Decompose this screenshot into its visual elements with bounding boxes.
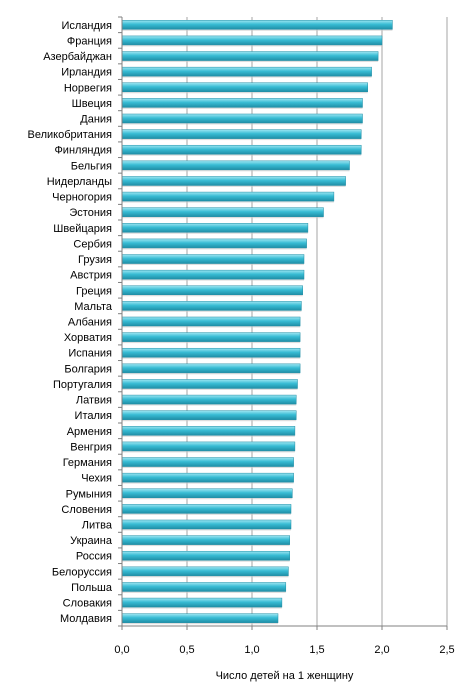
bar — [121, 129, 362, 139]
category-label: Чехия — [81, 473, 112, 485]
category-label: Словения — [61, 504, 112, 516]
bar — [121, 597, 283, 608]
bar — [121, 379, 298, 389]
bar — [121, 426, 296, 436]
category-label: Греция — [76, 285, 112, 297]
category-label: Австрия — [70, 270, 112, 282]
bar — [121, 223, 309, 233]
bar — [121, 285, 303, 296]
x-tick-label: 1,5 — [309, 644, 324, 656]
bar — [121, 144, 362, 155]
category-label: Азербайджан — [43, 51, 112, 63]
bar — [121, 176, 346, 186]
bar — [121, 613, 279, 623]
category-label: Армения — [67, 426, 112, 438]
bar — [121, 363, 301, 374]
bar — [121, 410, 297, 420]
category-label: Польша — [71, 582, 113, 594]
category-label: Украина — [70, 535, 113, 547]
category-label: Латвия — [76, 395, 112, 407]
bar — [121, 472, 294, 483]
bar — [121, 488, 293, 499]
bar — [121, 254, 305, 264]
category-label: Франция — [67, 35, 112, 47]
category-label: Болгария — [64, 363, 112, 375]
category-label: Португалия — [53, 379, 112, 391]
bar — [121, 394, 297, 405]
x-tick-label: 2,0 — [374, 644, 389, 656]
category-label: Грузия — [78, 254, 112, 266]
category-label: Мальта — [74, 301, 113, 313]
bar — [121, 269, 305, 280]
category-label: Исландия — [61, 20, 112, 32]
bar — [121, 301, 302, 311]
bar — [121, 82, 368, 93]
category-labels: Исландия Франция Азербайджан Ирландия Норвег… — [28, 20, 113, 625]
category-label: Румыния — [66, 488, 112, 500]
bar — [121, 160, 350, 171]
bar — [121, 535, 290, 545]
axes — [118, 16, 448, 630]
category-label: Бельгия — [71, 160, 112, 172]
bar — [121, 519, 292, 530]
category-label: Литва — [82, 520, 113, 532]
category-label: Нидерланды — [47, 176, 112, 188]
bar — [121, 35, 383, 46]
category-label: Дания — [80, 114, 112, 126]
x-tick-label: 2,5 — [439, 644, 454, 656]
category-label: Ирландия — [61, 67, 112, 79]
bars — [121, 20, 393, 625]
bar — [121, 347, 301, 358]
bar — [121, 98, 363, 108]
category-label: Норвегия — [64, 82, 112, 94]
bar — [121, 457, 294, 467]
category-label: Черногория — [52, 192, 112, 204]
x-axis-title: Число детей на 1 женщину — [216, 670, 354, 682]
category-label: Албания — [68, 317, 112, 329]
x-tick-label: 0,0 — [114, 644, 129, 656]
x-tick-label: 1,0 — [244, 644, 259, 656]
bar — [121, 504, 292, 514]
bar — [121, 550, 290, 561]
tick-labels: 0,0 0,5 1,0 1,5 2,0 2,5 — [114, 644, 454, 656]
bar — [121, 582, 287, 592]
category-label: Швеция — [72, 98, 112, 110]
x-tick-label: 0,5 — [179, 644, 194, 656]
category-label: Германия — [63, 457, 112, 469]
category-label: Финляндия — [54, 145, 112, 157]
category-label: Швейцария — [53, 223, 112, 235]
bar — [121, 441, 296, 452]
bar — [121, 191, 335, 202]
bar — [121, 66, 372, 77]
bar — [121, 566, 289, 577]
category-label: Испания — [68, 348, 112, 360]
category-label: Словакия — [63, 598, 112, 610]
category-label: Россия — [76, 551, 112, 563]
bar — [121, 113, 363, 124]
bar — [121, 51, 379, 61]
bar — [121, 20, 393, 30]
category-label: Венгрия — [70, 441, 112, 453]
bar — [121, 316, 301, 327]
category-label: Белоруссия — [52, 566, 112, 578]
bar — [121, 207, 324, 217]
bar — [121, 238, 307, 249]
category-label: Италия — [75, 410, 113, 422]
category-label: Великобритания — [28, 129, 113, 141]
category-label: Эстония — [69, 207, 112, 219]
bar — [121, 332, 301, 342]
category-label: Молдавия — [60, 613, 112, 625]
category-label: Хорватия — [64, 332, 112, 344]
category-label: Сербия — [73, 238, 112, 250]
